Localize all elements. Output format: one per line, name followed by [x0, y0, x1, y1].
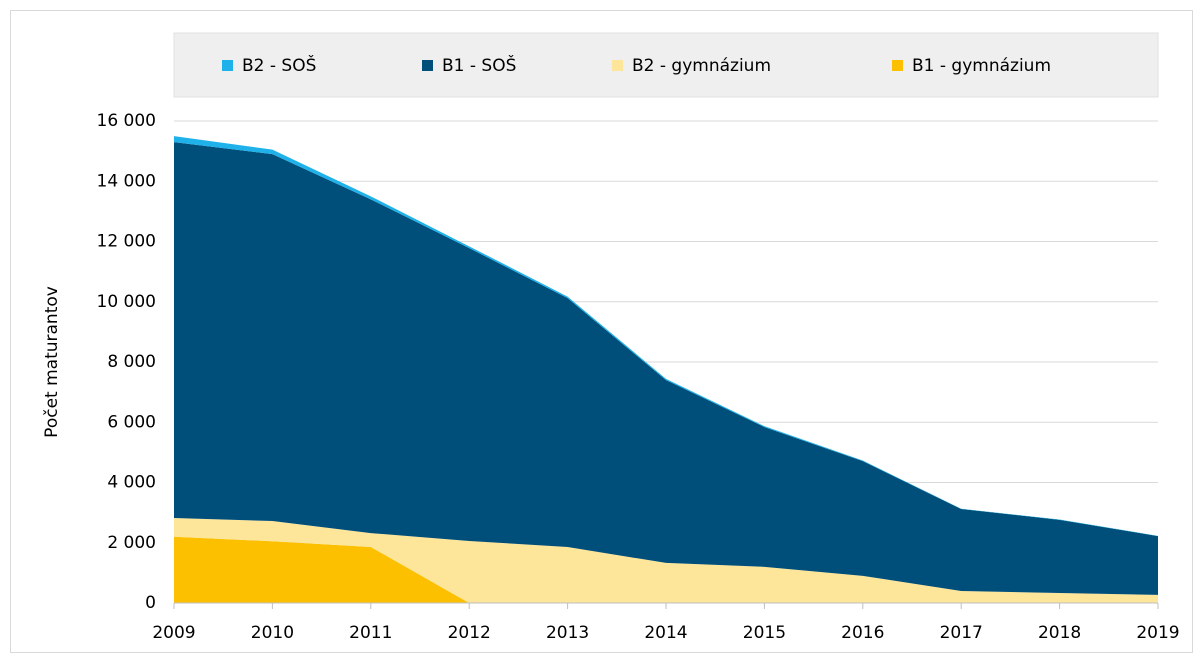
area	[174, 142, 1158, 595]
y-tick-label: 2 000	[107, 533, 156, 553]
legend-box	[173, 32, 1159, 98]
legend-swatch	[612, 60, 623, 71]
x-tick-label: 2014	[644, 623, 687, 643]
y-tick-label: 6 000	[107, 412, 156, 432]
legend-label: B1 - SOŠ	[442, 54, 516, 76]
y-axis-title: Počet maturantov	[42, 286, 62, 438]
x-tick-label: 2011	[349, 623, 392, 643]
y-tick-label: 4 000	[107, 473, 156, 493]
x-tick-label: 2017	[940, 623, 983, 643]
y-tick-label: 8 000	[107, 352, 156, 372]
legend-swatch	[422, 60, 433, 71]
x-tick-label: 2010	[251, 623, 294, 643]
area	[174, 536, 1158, 603]
legend-label: B1 - gymnázium	[912, 56, 1051, 76]
x-tick-label: 2013	[546, 623, 589, 643]
legend-swatch	[222, 60, 233, 71]
x-tick-label: 2009	[152, 623, 195, 643]
x-tick-label: 2015	[743, 623, 786, 643]
x-tick-label: 2012	[448, 623, 491, 643]
x-tick-label: 2016	[841, 623, 884, 643]
y-tick-label: 0	[145, 593, 156, 613]
y-tick-label: 12 000	[97, 232, 156, 252]
legend-label: B2 - SOŠ	[242, 54, 316, 76]
x-tick-label: 2018	[1038, 623, 1081, 643]
area	[174, 518, 1158, 603]
y-tick-label: 10 000	[97, 292, 156, 312]
legend-swatch	[892, 60, 903, 71]
x-tick-label: 2019	[1136, 623, 1179, 643]
y-tick-label: 14 000	[97, 171, 156, 191]
legend-label: B2 - gymnázium	[632, 56, 771, 76]
y-tick-label: 16 000	[97, 111, 156, 131]
